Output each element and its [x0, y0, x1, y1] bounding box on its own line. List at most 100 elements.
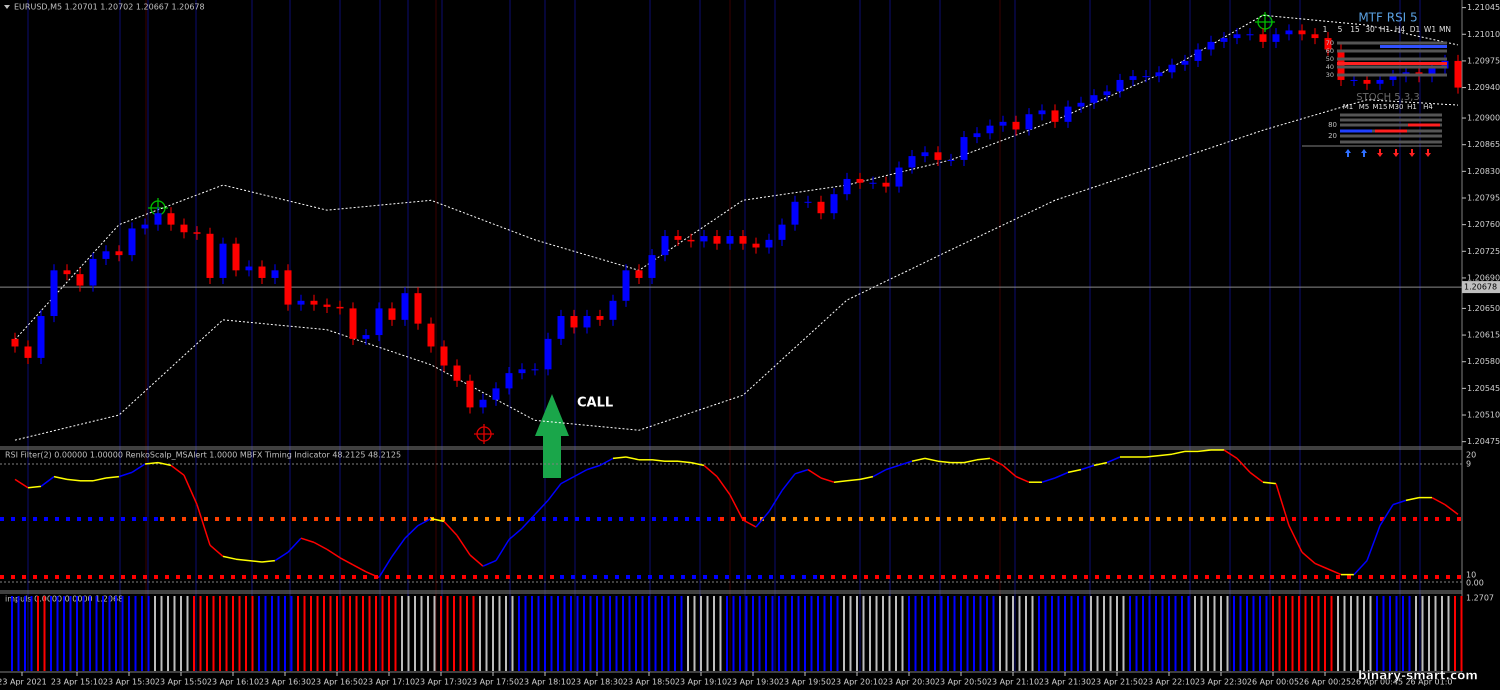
oscillator-line	[1158, 453, 1173, 457]
candle-body	[1077, 102, 1085, 107]
oscillator-line	[1249, 471, 1264, 483]
candle-body	[518, 369, 526, 374]
oscillator-line	[508, 527, 523, 541]
candle-body	[609, 300, 617, 320]
oscillator-line	[209, 544, 224, 557]
oscillator-line	[248, 559, 263, 563]
oscillator-line	[937, 460, 952, 464]
y-tick-label: 1.20900	[1467, 114, 1500, 123]
oscillator-line	[274, 551, 289, 562]
oscillator-line	[989, 457, 1004, 467]
candle-body	[752, 243, 760, 248]
table-bar	[1340, 140, 1442, 144]
mtf-column: 15	[1350, 25, 1360, 34]
candle-body	[817, 201, 825, 214]
candle-body	[453, 365, 461, 381]
candle-body	[180, 224, 188, 233]
oscillator-axis-label: 0.00	[1466, 579, 1484, 588]
candle-body	[466, 380, 474, 408]
candle-body	[1324, 38, 1332, 50]
candle-body	[830, 194, 838, 214]
candle-body	[1454, 60, 1462, 88]
oscillator-line	[1366, 525, 1381, 561]
oscillator-line	[391, 537, 406, 557]
y-tick-label: 1.20580	[1467, 357, 1500, 366]
mtf-title: MTF RSI 5	[1358, 11, 1417, 25]
x-tick-label: 23 Apr 16:50	[311, 678, 363, 687]
oscillator-line	[716, 476, 731, 496]
oscillator-line	[599, 457, 614, 467]
oscillator-line	[729, 494, 744, 521]
oscillator-line	[92, 477, 107, 482]
x-tick-label: 23 Apr 20:50	[935, 678, 987, 687]
table-bar	[1408, 123, 1440, 127]
candle-body	[219, 243, 227, 278]
y-tick-label: 1.20510	[1467, 411, 1500, 420]
oscillator-line	[261, 559, 276, 563]
oscillator-line	[547, 483, 562, 501]
table-bar	[1340, 118, 1442, 122]
x-tick-label: 23 Apr 15:10	[51, 678, 103, 687]
candle-body	[63, 270, 71, 275]
candle-body	[154, 213, 162, 225]
candle-body	[791, 201, 799, 225]
y-tick-label: 1.20830	[1467, 167, 1500, 176]
candle-body	[1246, 34, 1254, 36]
mtf-level: 30	[1326, 71, 1334, 79]
oscillator-line	[131, 463, 146, 474]
candle-body	[1350, 79, 1358, 81]
candle-body	[1090, 95, 1098, 103]
mtf-level: 70	[1326, 39, 1334, 47]
oscillator-line	[1080, 464, 1095, 471]
oscillator-line	[404, 525, 419, 539]
candle-body	[765, 239, 773, 248]
mtf-column: D1	[1410, 25, 1421, 34]
oscillator-line	[859, 475, 874, 481]
oscillator-line	[781, 473, 796, 492]
table-bar	[1375, 129, 1407, 133]
x-tick-label: 23 Apr 17:10	[363, 678, 415, 687]
y-tick-label: 1.20615	[1467, 331, 1500, 340]
candle-body	[206, 233, 214, 278]
x-tick-label: 23 Apr 15:50	[155, 678, 207, 687]
x-tick-label: 23 Apr 17:30	[415, 678, 467, 687]
oscillator-axis-label: 20	[1466, 451, 1476, 460]
candle-body	[557, 316, 565, 339]
x-tick-label: 23 Apr 18:50	[623, 678, 675, 687]
y-tick-label: 1.20690	[1467, 273, 1500, 282]
y-tick-label: 1.20725	[1467, 247, 1500, 256]
candle-body	[1155, 72, 1163, 77]
stoch-arrow	[1393, 149, 1399, 157]
oscillator-line	[1067, 468, 1082, 474]
candle-body	[1038, 110, 1046, 115]
mtf-column: W1	[1424, 25, 1436, 34]
candle-body	[50, 270, 58, 317]
x-tick-label: 23 Apr 18:10	[519, 678, 571, 687]
oscillator-line	[768, 490, 783, 512]
oscillator-line	[365, 571, 380, 579]
x-tick-label: 23 Apr 19:50	[779, 678, 831, 687]
candle-body	[1194, 49, 1202, 61]
candle-body	[570, 316, 578, 328]
oscillator-line	[976, 457, 991, 461]
y-tick-label: 1.21010	[1467, 30, 1500, 39]
x-tick-label: 26 Apr 01:0	[1405, 678, 1452, 687]
oscillator-line	[755, 511, 770, 528]
candle-body	[258, 266, 266, 278]
candle-body	[908, 156, 916, 168]
oscillator-line	[1379, 504, 1394, 526]
x-tick-label: 23 Apr 15:30	[103, 678, 155, 687]
table-bar	[1340, 134, 1442, 138]
stoch-arrow	[1409, 149, 1415, 157]
oscillator-line	[313, 541, 328, 551]
candle-body	[986, 125, 994, 134]
stoch-arrow	[1425, 149, 1431, 157]
oscillator-line	[833, 480, 848, 483]
candle-body	[388, 308, 396, 320]
candle-body	[882, 182, 890, 187]
oscillator-line	[1301, 551, 1316, 564]
oscillator-line	[1444, 504, 1459, 515]
candle-body	[362, 335, 370, 339]
